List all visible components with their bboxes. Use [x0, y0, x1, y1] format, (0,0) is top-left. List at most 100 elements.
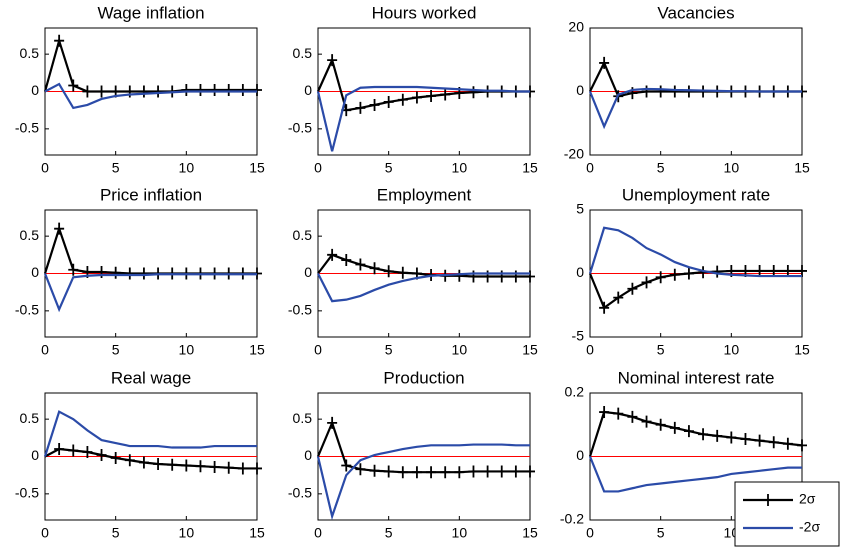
point-marker	[195, 84, 206, 97]
x-tick-label: 15	[522, 342, 538, 358]
x-tick-label: 0	[586, 525, 594, 541]
y-tick-label: 0.5	[20, 45, 40, 61]
x-tick-label: 15	[794, 342, 810, 358]
point-marker	[138, 267, 149, 280]
point-marker	[341, 254, 352, 267]
x-tick-label: 0	[314, 342, 322, 358]
point-marker	[153, 457, 164, 470]
x-tick-label: 5	[112, 525, 120, 541]
point-marker	[327, 54, 338, 67]
x-tick-label: 5	[112, 342, 120, 358]
point-marker	[237, 462, 248, 475]
point-marker	[613, 407, 624, 420]
series-line	[43, 410, 257, 457]
point-marker	[641, 415, 652, 428]
point-marker	[153, 85, 164, 98]
legend-box	[734, 481, 840, 547]
point-marker	[209, 460, 220, 473]
chart-title: Vacancies	[657, 3, 734, 22]
y-tick-label: 0	[31, 264, 39, 280]
point-marker	[195, 460, 206, 473]
point-marker	[237, 84, 248, 97]
y-tick-label: -20	[564, 146, 584, 162]
series-line	[588, 410, 803, 457]
series-line	[44, 82, 257, 110]
series-line	[588, 456, 802, 493]
point-marker	[397, 93, 408, 106]
point-marker	[599, 406, 610, 419]
point-marker	[124, 267, 135, 280]
point-marker	[440, 466, 451, 479]
x-tick-label: 10	[452, 525, 468, 541]
x-tick-label: 15	[794, 160, 810, 176]
y-tick-label: -0.5	[288, 485, 312, 501]
point-marker	[138, 456, 149, 469]
legend-label: 2σ	[799, 491, 816, 507]
series-line	[317, 253, 530, 278]
point-marker	[599, 56, 610, 69]
point-marker	[355, 101, 366, 114]
point-marker	[110, 451, 121, 464]
point-marker	[525, 465, 535, 478]
x-tick-label: 5	[657, 525, 665, 541]
series-line	[44, 447, 257, 470]
y-tick-label: 0.5	[20, 410, 40, 426]
point-marker	[124, 454, 135, 467]
y-tick-label: 0	[304, 264, 312, 280]
x-tick-label: 0	[41, 342, 49, 358]
point-marker	[613, 291, 624, 304]
x-tick-label: 5	[385, 525, 393, 541]
point-marker	[655, 271, 666, 284]
point-marker	[768, 436, 779, 449]
series-line	[43, 273, 257, 313]
point-marker	[426, 466, 437, 479]
y-tick-label: -0.5	[15, 485, 39, 501]
chart-title: Hours worked	[372, 3, 477, 22]
point-marker	[82, 446, 93, 459]
y-tick-label: -0.5	[15, 302, 39, 318]
point-marker	[397, 266, 408, 279]
y-tick-label: 0.5	[20, 227, 40, 243]
y-tick-label: -0.5	[288, 302, 312, 318]
point-marker	[167, 458, 178, 471]
y-tick-label: 0.5	[293, 227, 313, 243]
x-tick-label: 0	[314, 160, 322, 176]
point-marker	[54, 34, 65, 47]
x-tick-label: 0	[586, 342, 594, 358]
y-tick-label: 0	[576, 447, 584, 463]
series-line	[43, 36, 257, 93]
point-marker	[496, 465, 507, 478]
legend-label: -2σ	[799, 519, 820, 535]
y-tick-label: 0	[31, 447, 39, 463]
point-marker	[383, 465, 394, 478]
point-marker	[110, 266, 121, 279]
point-marker	[669, 85, 680, 98]
point-marker	[68, 444, 79, 457]
x-tick-label: 0	[586, 160, 594, 176]
point-marker	[740, 433, 751, 446]
point-marker	[209, 84, 220, 97]
x-tick-label: 0	[41, 525, 49, 541]
series-line	[317, 272, 530, 303]
point-marker	[327, 416, 338, 429]
point-marker	[641, 276, 652, 289]
chart-title: Unemployment rate	[622, 185, 770, 204]
point-marker	[482, 465, 493, 478]
point-marker	[68, 79, 79, 92]
y-tick-label: 0	[576, 264, 584, 280]
chart-title: Real wage	[111, 368, 191, 387]
x-tick-label: 5	[385, 342, 393, 358]
y-tick-label: -0.2	[560, 511, 584, 527]
point-marker	[369, 262, 380, 275]
point-marker	[223, 461, 234, 474]
point-marker	[698, 428, 709, 441]
point-marker	[655, 418, 666, 431]
x-tick-label: 5	[385, 160, 393, 176]
point-marker	[327, 248, 338, 261]
point-marker	[426, 89, 437, 102]
point-marker	[454, 269, 465, 282]
chart-title: Nominal interest rate	[618, 368, 775, 387]
point-marker	[68, 263, 79, 276]
y-tick-label: 0	[31, 82, 39, 98]
point-marker	[468, 86, 479, 99]
